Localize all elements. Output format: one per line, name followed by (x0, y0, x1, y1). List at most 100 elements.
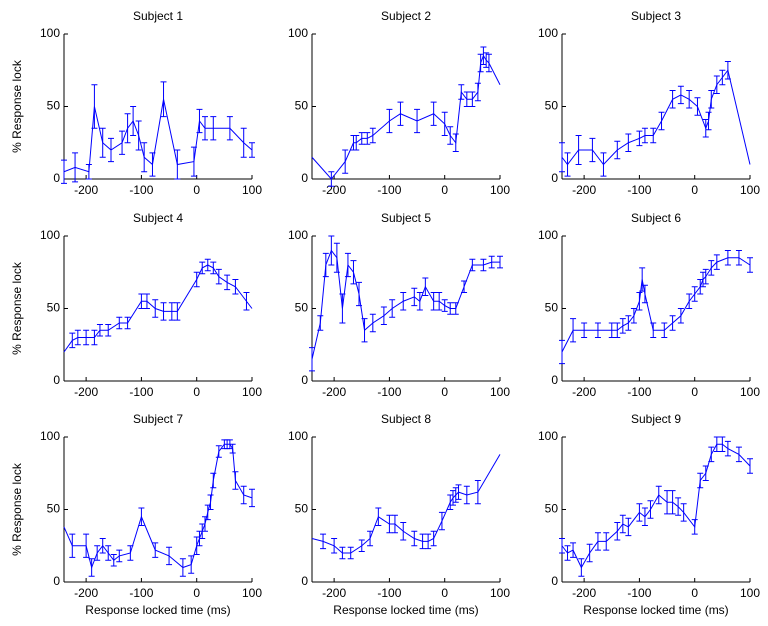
error-bar (397, 101, 404, 126)
error-bar (697, 472, 704, 489)
error-bar (386, 514, 393, 534)
error-bar (658, 111, 665, 131)
error-bar (143, 293, 150, 309)
error-bar (436, 292, 443, 311)
error-bar (369, 313, 376, 333)
error-bar (702, 268, 709, 285)
panel-title: Subject 8 (381, 412, 431, 426)
error-bar (94, 545, 101, 561)
x-tick-label: 0 (441, 385, 448, 399)
error-bar (497, 255, 503, 269)
error-bar (389, 299, 396, 318)
data-line (561, 69, 751, 166)
y-axis-label: % Response lock (10, 59, 24, 153)
error-bar (474, 82, 481, 102)
error-bar (625, 133, 632, 152)
error-bar (61, 159, 67, 184)
error-bar (414, 108, 421, 134)
x-tick-label: -100 (377, 586, 401, 600)
x-tick-label: 100 (740, 183, 760, 197)
y-axis-label: % Response lock (10, 261, 24, 355)
error-bar (452, 133, 459, 152)
y-tick-label: 100 (40, 228, 60, 242)
error-bar (400, 522, 407, 541)
error-bar (344, 252, 351, 278)
error-bar (119, 130, 126, 155)
error-bar (614, 322, 621, 338)
x-tick-label: 100 (242, 385, 262, 399)
y-tick-label: 0 (301, 373, 308, 387)
error-bar (559, 538, 565, 554)
data-line (311, 454, 501, 554)
error-bar (702, 119, 709, 138)
error-bar (708, 90, 715, 109)
error-bar (83, 533, 90, 558)
y-tick-label: 100 (538, 228, 558, 242)
error-bar (452, 487, 459, 503)
error-bar (463, 91, 470, 107)
error-bar (452, 302, 459, 315)
x-tick-label: -100 (129, 183, 153, 197)
data-line (63, 443, 253, 570)
y-axis-label: % Response lock (10, 462, 24, 556)
error-bar (564, 545, 571, 561)
error-bar (469, 91, 476, 107)
error-bar (647, 500, 654, 519)
error-bar (419, 533, 426, 550)
error-bar (358, 132, 365, 145)
error-bar (229, 443, 236, 454)
x-tick-label: -200 (74, 385, 98, 399)
error-bar (664, 490, 671, 515)
y-tick-label: 50 (295, 301, 309, 315)
error-bar (430, 101, 437, 126)
x-axis-label: Response locked time (ms) (583, 603, 728, 617)
error-bar (375, 507, 382, 526)
error-bar (474, 480, 481, 505)
error-bar (480, 258, 487, 272)
error-bar (138, 293, 145, 309)
error-bar (630, 308, 637, 324)
data-line (561, 443, 751, 569)
error-bar (469, 258, 476, 272)
error-bar (708, 260, 715, 276)
error-bar (650, 322, 657, 338)
error-bar (600, 152, 607, 177)
error-bar (441, 111, 448, 136)
error-bar (320, 533, 327, 550)
error-bar (713, 254, 720, 270)
y-tick-label: 50 (295, 99, 309, 113)
error-bar (168, 302, 175, 321)
x-tick-label: -200 (572, 586, 596, 600)
x-tick-label: 100 (490, 183, 510, 197)
error-bar (350, 260, 357, 285)
error-bar (447, 494, 454, 510)
y-tick-label: 50 (545, 502, 559, 516)
error-bar (232, 471, 239, 490)
error-bar (105, 545, 112, 561)
error-bar (636, 503, 643, 522)
error-bar (581, 322, 588, 338)
error-bar (224, 274, 231, 291)
error-bar (380, 306, 387, 325)
error-bar (141, 142, 148, 173)
error-bar (333, 242, 340, 273)
x-tick-label: -100 (377, 183, 401, 197)
panel-title: Subject 4 (133, 211, 183, 225)
error-bar (99, 538, 106, 554)
error-bar (463, 485, 470, 505)
y-tick-label: 100 (40, 26, 60, 40)
y-tick-label: 100 (538, 429, 558, 443)
error-bar (614, 522, 621, 541)
error-bar (160, 302, 167, 321)
error-bar (430, 292, 437, 311)
error-bar (416, 292, 423, 311)
x-tick-label: 0 (193, 385, 200, 399)
error-bar (96, 323, 103, 337)
error-bar (686, 293, 693, 309)
error-bar (243, 292, 250, 311)
y-tick-label: 100 (40, 429, 60, 443)
error-bar (480, 46, 487, 65)
error-bar (485, 53, 492, 73)
error-bar (675, 497, 682, 516)
error-bar (91, 329, 98, 346)
